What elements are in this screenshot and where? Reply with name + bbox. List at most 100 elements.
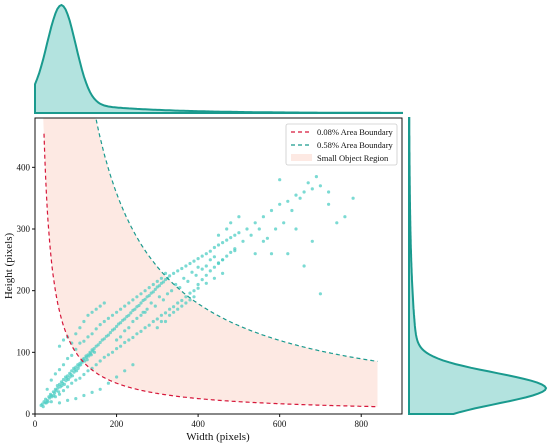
scatter-point [225, 239, 228, 242]
scatter-point [190, 271, 193, 274]
scatter-point [50, 379, 53, 382]
main-scatter-plot: 0 200 400 600 800 0 100 200 300 400 Width (pixel… [3, 118, 402, 443]
scatter-point [278, 203, 281, 206]
scatter-point [197, 283, 200, 286]
scatter-point [62, 363, 65, 366]
scatter-point [156, 326, 159, 329]
scatter-point [254, 252, 257, 255]
scatter-point [217, 262, 220, 265]
y-axis-title: Height (pixels) [3, 233, 15, 300]
scatter-point [294, 194, 297, 197]
scatter-point [221, 241, 224, 244]
scatter-point [111, 351, 114, 354]
scatter-point [107, 317, 110, 320]
scatter-point [168, 274, 171, 277]
y-axis-ticks: 0100200300400 [17, 162, 36, 419]
scatter-point [127, 338, 130, 341]
scatter-point [209, 258, 212, 261]
height-density-curve [409, 118, 546, 414]
scatter-point [221, 272, 224, 275]
scatter-point [58, 401, 61, 404]
scatter-point [166, 292, 169, 295]
scatter-point [103, 356, 106, 359]
scatter-point [188, 298, 191, 301]
scatter-point [233, 247, 236, 250]
scatter-point [133, 308, 136, 311]
x-tick-label: 800 [354, 419, 368, 429]
scatter-point [254, 221, 257, 224]
scatter-point [82, 394, 85, 397]
scatter-point [315, 175, 318, 178]
scatter-point [78, 377, 81, 380]
scatter-point [127, 326, 130, 329]
scatter-point [123, 341, 126, 344]
scatter-point [103, 337, 106, 340]
scatter-point [335, 221, 338, 224]
scatter-point [70, 354, 73, 357]
scatter-point [95, 327, 98, 330]
x-axis-ticks: 0 200 400 600 800 [33, 414, 369, 429]
scatter-point [62, 389, 65, 392]
scatter-point [152, 290, 155, 293]
scatter-point [158, 295, 161, 298]
legend-label-008: 0.08% Area Boundary [317, 127, 394, 137]
scatter-point [119, 308, 122, 311]
scatter-point [172, 272, 175, 275]
y-tick-label: 400 [17, 162, 31, 172]
scatter-point [111, 314, 114, 317]
y-tick-label: 200 [17, 286, 31, 296]
scatter-point [192, 295, 195, 298]
scatter-point [99, 341, 102, 344]
scatter-point [123, 317, 126, 320]
scatter-point [229, 251, 232, 254]
scatter-point [229, 236, 232, 239]
scatter-point [201, 278, 204, 281]
scatter-point [352, 197, 355, 200]
scatter-point [115, 347, 118, 350]
y-tick-label: 0 [26, 409, 31, 419]
scatter-point [139, 330, 142, 333]
scatter-point [107, 334, 110, 337]
scatter-point [74, 332, 77, 335]
x-tick-label: 0 [33, 419, 38, 429]
scatter-point [282, 221, 285, 224]
scatter-point [123, 329, 126, 332]
scatter-point [229, 221, 232, 224]
scatter-point [95, 308, 98, 311]
scatter-point [343, 215, 346, 218]
scatter-point [290, 209, 293, 212]
scatter-point [50, 400, 53, 403]
scatter-point [135, 317, 138, 320]
scatter-point [225, 255, 228, 258]
scatter-point [168, 308, 171, 311]
scatter-point [217, 234, 220, 237]
scatter-point [46, 388, 49, 391]
scatter-point [184, 295, 187, 298]
scatter-point [144, 298, 147, 301]
legend-label-058: 0.58% Area Boundary [317, 140, 394, 150]
scatter-point [160, 320, 163, 323]
scatter-point [82, 320, 85, 323]
scatter-point [107, 353, 110, 356]
x-tick-label: 600 [273, 419, 287, 429]
scatter-point [319, 292, 322, 295]
scatter-point [119, 335, 122, 338]
scatter-point [144, 326, 147, 329]
scatter-point [319, 184, 322, 187]
scatter-point [86, 369, 89, 372]
scatter-point [233, 234, 236, 237]
scatter-point [184, 301, 187, 304]
scatter-point [237, 215, 240, 218]
scatter-point [86, 358, 89, 361]
scatter-point [58, 368, 61, 371]
scatter-point [176, 308, 179, 311]
width-density-curve [35, 5, 402, 113]
scatter-point [221, 258, 224, 261]
scatter-point [237, 231, 240, 234]
scatter-point [201, 268, 204, 271]
scatter-point [46, 400, 49, 403]
scatter-point [156, 280, 159, 283]
scatter-point [129, 311, 132, 314]
scatter-point [188, 262, 191, 265]
